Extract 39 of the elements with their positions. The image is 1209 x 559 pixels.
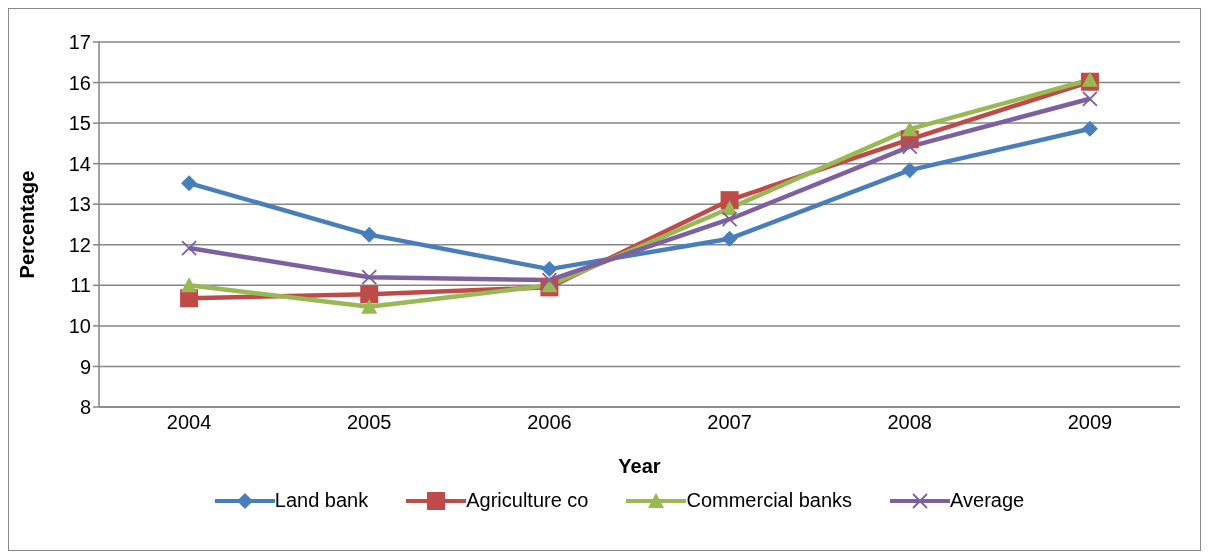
- y-tick-label: 17: [68, 31, 91, 54]
- y-tick-label: 15: [68, 112, 91, 135]
- y-tick-label: 8: [79, 396, 91, 419]
- point: [721, 211, 738, 228]
- y-tick-label: 14: [68, 152, 91, 175]
- legend-label: Agriculture co: [466, 489, 589, 512]
- point: [1081, 71, 1098, 87]
- x-tick-label: 2009: [1067, 411, 1113, 434]
- y-tick-label: 10: [68, 314, 91, 337]
- x-tick-label: 2008: [887, 411, 932, 434]
- legend-label: Commercial banks: [686, 489, 853, 512]
- x-tick-label: 2005: [347, 411, 392, 434]
- point: [1081, 120, 1098, 137]
- y-axis-title: Percentage: [16, 170, 39, 279]
- point: [361, 298, 378, 314]
- y-tick-label: 13: [68, 193, 91, 216]
- y-tick-label: 9: [79, 355, 91, 378]
- y-tick-label: 12: [68, 233, 91, 256]
- point: [361, 226, 378, 243]
- point: [901, 138, 918, 155]
- x-tick-label: 2006: [527, 411, 572, 434]
- x-tick-label: 2004: [166, 411, 212, 434]
- x-axis-title: Year: [618, 455, 661, 478]
- legend-label: Land bank: [274, 489, 369, 512]
- point: [721, 230, 738, 247]
- point: [181, 277, 198, 293]
- point: [901, 121, 918, 137]
- point: [541, 261, 558, 278]
- point: [360, 285, 379, 304]
- x-tick-label: 2007: [707, 411, 752, 434]
- point: [181, 175, 198, 192]
- point: [361, 269, 378, 286]
- point: [1082, 90, 1098, 107]
- point: [901, 162, 918, 179]
- point: [181, 240, 197, 256]
- y-tick-label: 11: [70, 274, 91, 297]
- y-tick-label: 16: [68, 71, 91, 94]
- point: [541, 272, 558, 288]
- legend-label: Average: [950, 489, 1025, 512]
